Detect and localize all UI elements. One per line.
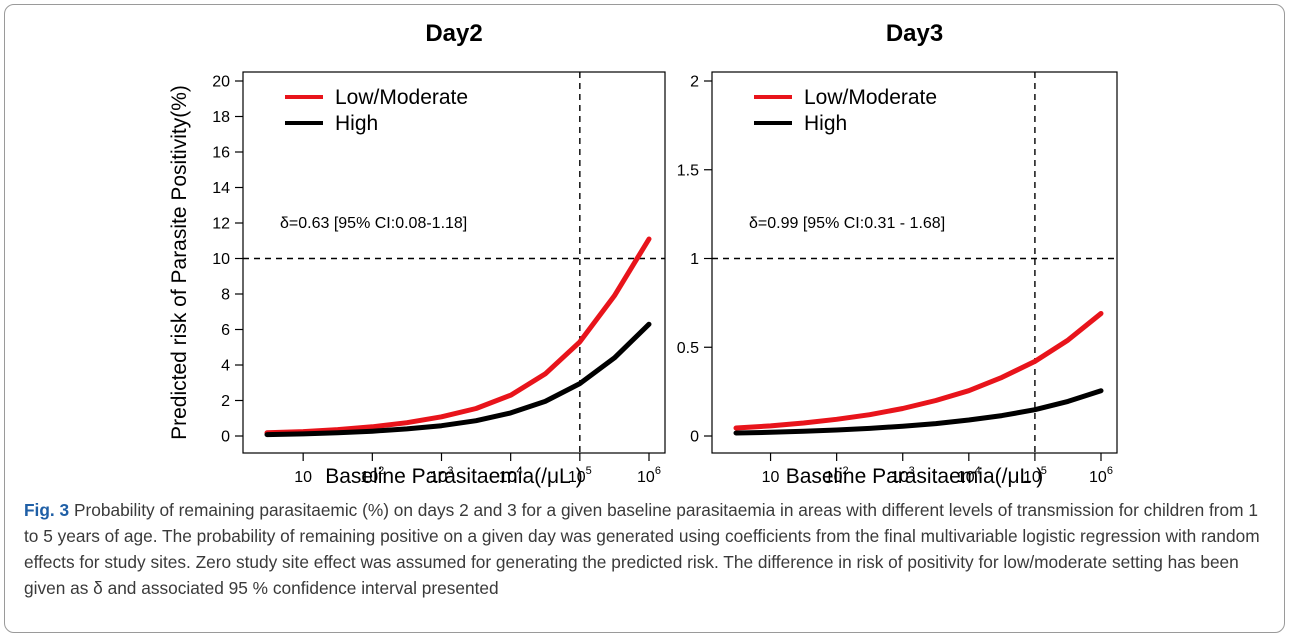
x-tick-label: 106 <box>1089 465 1113 486</box>
series-line-low-moderate <box>264 236 652 436</box>
y-tick-label: 12 <box>212 216 230 233</box>
legend-label: Low/Moderate <box>335 86 468 109</box>
y-tick-label: 4 <box>221 358 230 375</box>
panel-day2: Day2 0 2 4 6 8 10 12 14 16 18 20 10 102 103 104 105 106 Ba… <box>168 20 666 488</box>
y-tick-label: 0 <box>221 429 230 446</box>
y-tick-label: 2 <box>690 74 699 91</box>
caption-label: Fig. 3 <box>24 500 70 520</box>
plot-frame <box>711 71 1118 454</box>
x-tick-label: 103 <box>430 465 454 486</box>
series-line-low-moderate <box>733 311 1104 431</box>
x-tick-label: 105 <box>568 465 592 486</box>
figure-caption: Fig. 3 Probability of remaining parasita… <box>24 497 1274 601</box>
caption-text: Probability of remaining parasitaemic (%… <box>24 500 1260 598</box>
y-tick-label: 1.5 <box>677 162 699 179</box>
legend-label: Low/Moderate <box>804 86 937 109</box>
y-axis-label: Predicted risk of Parasite Positivity(%) <box>168 85 191 440</box>
series-line-high <box>733 388 1104 436</box>
y-tick-label: 20 <box>212 74 230 91</box>
plot-frame <box>242 71 666 454</box>
x-tick-label: 105 <box>1023 465 1047 486</box>
panel-day3: Day3 0 0.5 1 1.5 2 10 102 103 104 105 106 Baseline P… <box>677 20 1118 488</box>
y-tick-label: 2 <box>221 393 230 410</box>
x-axis-label: Baseline Parasitaemia(/μL ) <box>786 465 1044 488</box>
x-tick-label: 104 <box>957 465 981 486</box>
legend-label: High <box>335 112 378 135</box>
delta-annotation: δ=0.99 [95% CI:0.31 - 1.68] <box>749 215 945 232</box>
chart-title: Day3 <box>886 20 943 47</box>
y-tick-label: 6 <box>221 322 230 339</box>
series-line-high <box>264 321 652 438</box>
y-tick-label: 8 <box>221 287 230 304</box>
x-tick-label: 103 <box>891 465 915 486</box>
y-tick-label: 0 <box>690 429 699 446</box>
y-tick-label: 0.5 <box>677 340 699 357</box>
y-tick-label: 14 <box>212 180 230 197</box>
x-tick-label: 104 <box>499 465 523 486</box>
y-tick-label: 18 <box>212 109 230 126</box>
y-tick-label: 16 <box>212 145 230 162</box>
x-tick-label: 10 <box>762 469 780 486</box>
x-tick-label: 102 <box>360 465 384 486</box>
chart-title: Day2 <box>425 20 482 47</box>
figure-frame <box>4 4 1285 633</box>
delta-annotation: δ=0.63 [95% CI:0.08-1.18] <box>280 215 467 232</box>
y-tick-label: 10 <box>212 251 230 268</box>
x-tick-label: 106 <box>637 465 661 486</box>
y-tick-label: 1 <box>690 251 699 268</box>
x-axis-label: Baseline Parasitaemia(/μL ) <box>325 465 583 488</box>
legend-label: High <box>804 112 847 135</box>
x-tick-label: 10 <box>294 469 312 486</box>
x-tick-label: 102 <box>825 465 849 486</box>
